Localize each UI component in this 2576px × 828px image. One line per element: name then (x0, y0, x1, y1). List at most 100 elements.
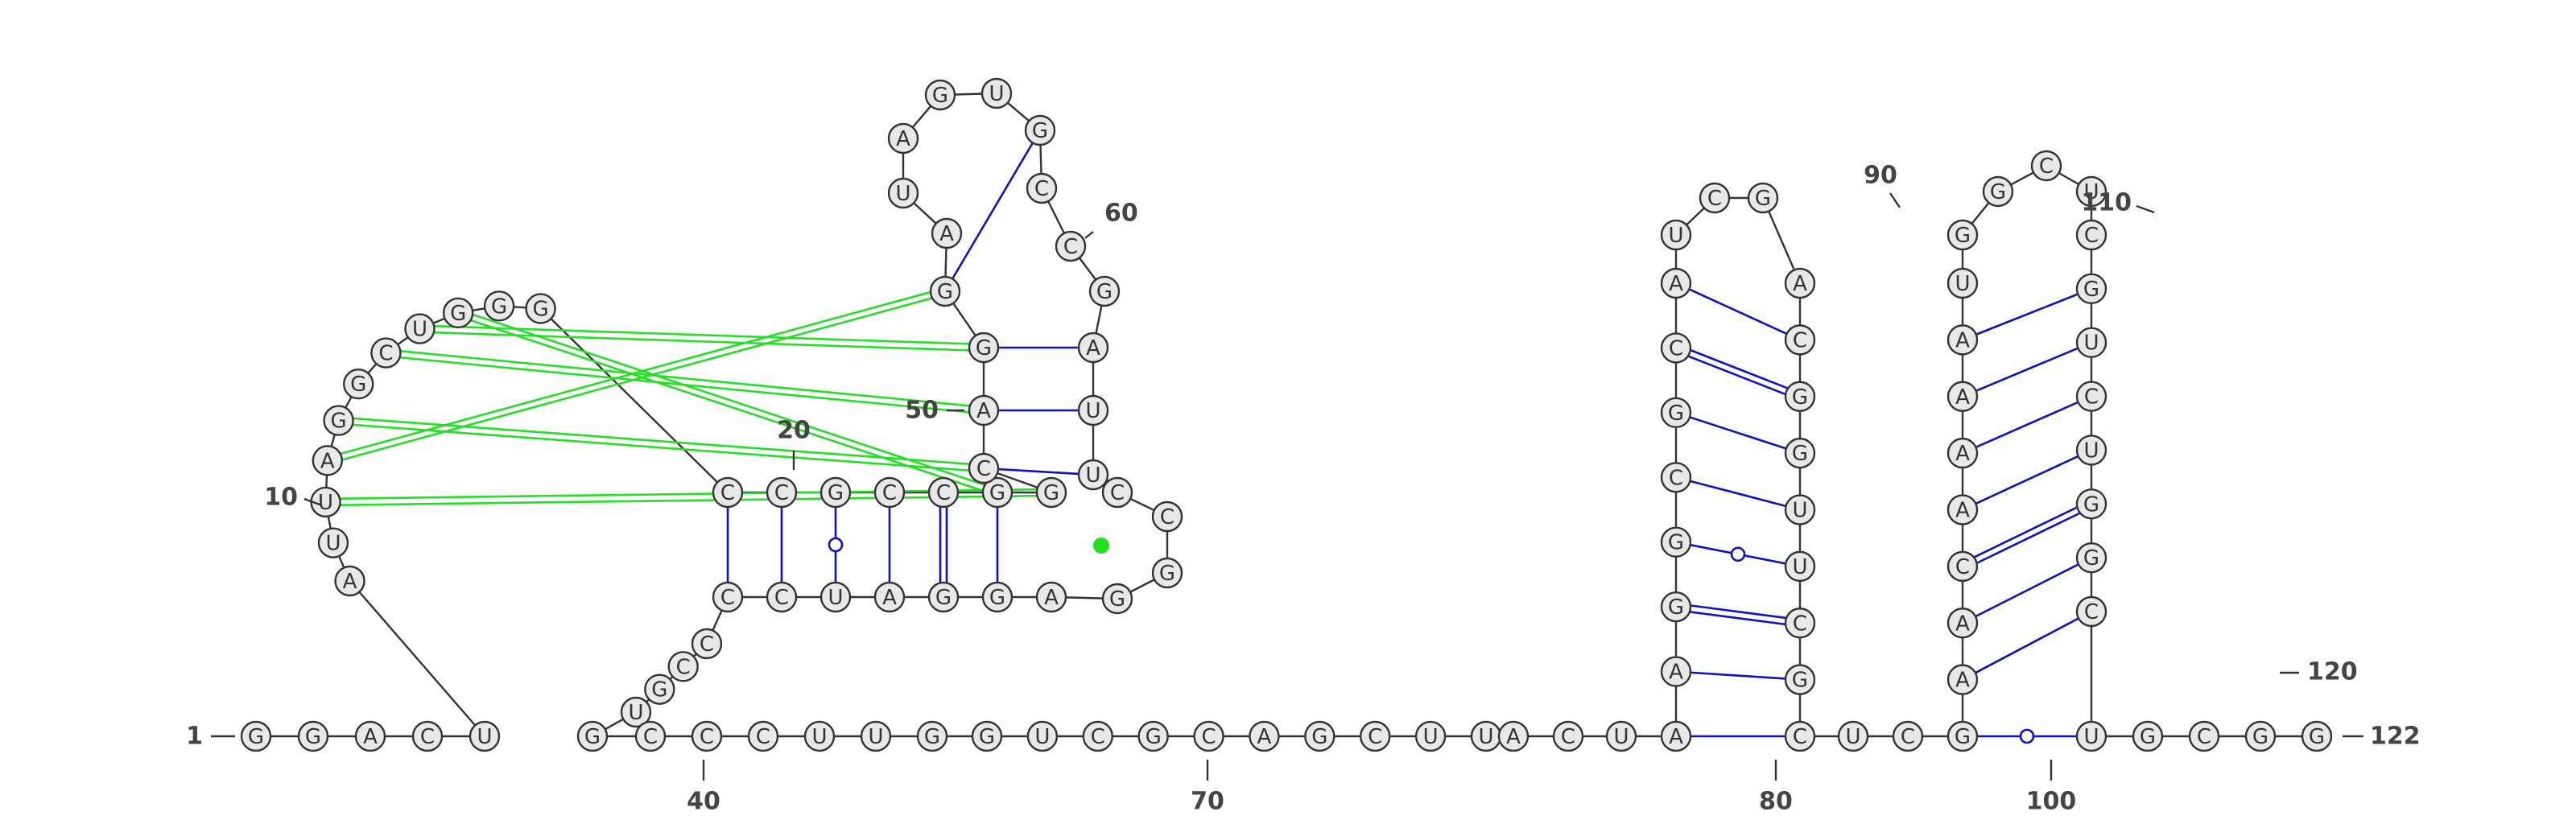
svg-text:122: 122 (2370, 723, 2421, 751)
nucleotide-letter: C (1793, 612, 1807, 636)
nucleotide-letter: G (1043, 481, 1059, 505)
nucleotide: U (980, 77, 1013, 109)
nucleotide: U (1660, 219, 1692, 251)
base-pair (1975, 401, 2079, 449)
nucleotide-letter: A (1955, 328, 1970, 352)
nucleotide: C (766, 476, 798, 509)
nucleotide: C (747, 720, 779, 752)
nucleotide-letter: C (1110, 481, 1125, 505)
base-pair (1975, 347, 2079, 392)
nucleotide: U (404, 313, 436, 344)
nucleotide-letter: C (378, 342, 393, 366)
nucleotide-letter: U (2083, 725, 2099, 749)
nucleotide-letter: C (700, 632, 714, 657)
nucleotide: C (2075, 595, 2107, 628)
nucleotide-letter: U (989, 82, 1004, 106)
nucleotide: G (968, 332, 1000, 364)
nucleotide: G (2132, 720, 2164, 752)
nucleotide-letter: G (491, 295, 507, 319)
nucleotide-letter: A (1955, 612, 1970, 636)
nucleotide-letter: A (939, 222, 954, 246)
nucleotide: C (1660, 332, 1692, 364)
nucleotide: G (442, 297, 474, 329)
nucleotide: C (1193, 720, 1224, 752)
base-pair (1975, 563, 2079, 618)
base-pair (1688, 288, 1788, 336)
nucleotide-letter: C (756, 725, 770, 749)
nucleotide: A (1660, 267, 1692, 299)
nucleotide: G (1151, 557, 1183, 589)
nucleotide: G (916, 720, 948, 752)
pseudoknot-link (338, 416, 985, 473)
nucleotide: C (1151, 501, 1183, 533)
nucleotide-letter: G (1159, 562, 1175, 586)
nucleotide: A (1946, 494, 1979, 525)
nucleotide: G (1660, 397, 1692, 429)
base-pair-layer (726, 142, 2081, 744)
nucleotide-letter: G (828, 481, 844, 505)
nucleotide: A (354, 720, 386, 752)
nucleotide-letter: G (1792, 442, 1808, 466)
nucleotide: A (1077, 332, 1109, 364)
base-pair (1977, 728, 2077, 744)
nucleotide: C (2188, 720, 2220, 752)
nucleotide: U (317, 527, 349, 558)
nucleotide-letter: C (882, 481, 897, 505)
nucleotide-letter: C (1034, 177, 1049, 201)
nucleotide-letter: U (895, 182, 910, 206)
svg-text:120: 120 (2307, 658, 2358, 686)
nucleotide-letter: G (937, 280, 953, 304)
nucleotide: A (1497, 720, 1530, 752)
nucleotide-letter: C (1669, 336, 1683, 360)
nucleotide-letter: G (584, 725, 601, 749)
nucleotide-letter: G (331, 410, 347, 434)
base-pair (1687, 349, 1789, 396)
nucleotide-letter: U (1613, 725, 1629, 749)
nucleotide: U (2075, 435, 2107, 466)
nucleotide-letter: G (533, 297, 549, 321)
nucleotide-letter: C (1955, 555, 1970, 579)
nucleotide-letter: G (2083, 546, 2099, 571)
nucleotide: C (1784, 720, 1816, 752)
nucleotide: C (1552, 720, 1584, 752)
nucleotide: A (1946, 608, 1979, 639)
nucleotide: C (691, 628, 723, 660)
svg-text:60: 60 (1104, 200, 1138, 228)
nucleotide: C (2075, 381, 2107, 412)
nucleotide-letter: G (979, 725, 995, 749)
nucleotide-letter: U (1478, 725, 1493, 749)
nucleotide-letter: G (2083, 492, 2099, 517)
nucleotide-letter: A (896, 127, 910, 151)
nucleotide: G (2244, 720, 2277, 752)
nucleotide: C (411, 720, 444, 752)
nucleotide: G (2075, 488, 2107, 520)
position-label: 50 (905, 397, 964, 425)
nucleotide: G (1660, 591, 1692, 623)
nucleotide-letter: U (412, 318, 427, 342)
nucleotide-letter: G (1792, 669, 1808, 693)
nucleotide-letter: A (1669, 725, 1683, 749)
nucleotide: A (1946, 324, 1979, 356)
nucleotide: C (667, 651, 699, 682)
nucleotide: G (1982, 175, 2014, 208)
nucleotide: U (819, 581, 852, 613)
nucleotide-letter: A (1955, 385, 1970, 410)
nucleotide: A (1660, 656, 1692, 687)
nucleotide-letter: G (2252, 725, 2268, 749)
nucleotide: G (323, 405, 354, 436)
base-pair (997, 468, 1080, 476)
svg-text:40: 40 (687, 788, 720, 816)
nucleotide-letter: C (720, 586, 735, 610)
nucleotide: A (887, 122, 919, 154)
base-pair (939, 507, 948, 583)
nucleotide-letter: G (976, 336, 992, 360)
nucleotide-letter: U (1845, 725, 1860, 749)
nucleotide: A (1035, 581, 1067, 613)
nucleotide-letter: A (976, 399, 991, 423)
nucleotide: U (1784, 494, 1816, 525)
position-label: 110 (2081, 189, 2155, 217)
position-label: 100 (2026, 760, 2076, 816)
